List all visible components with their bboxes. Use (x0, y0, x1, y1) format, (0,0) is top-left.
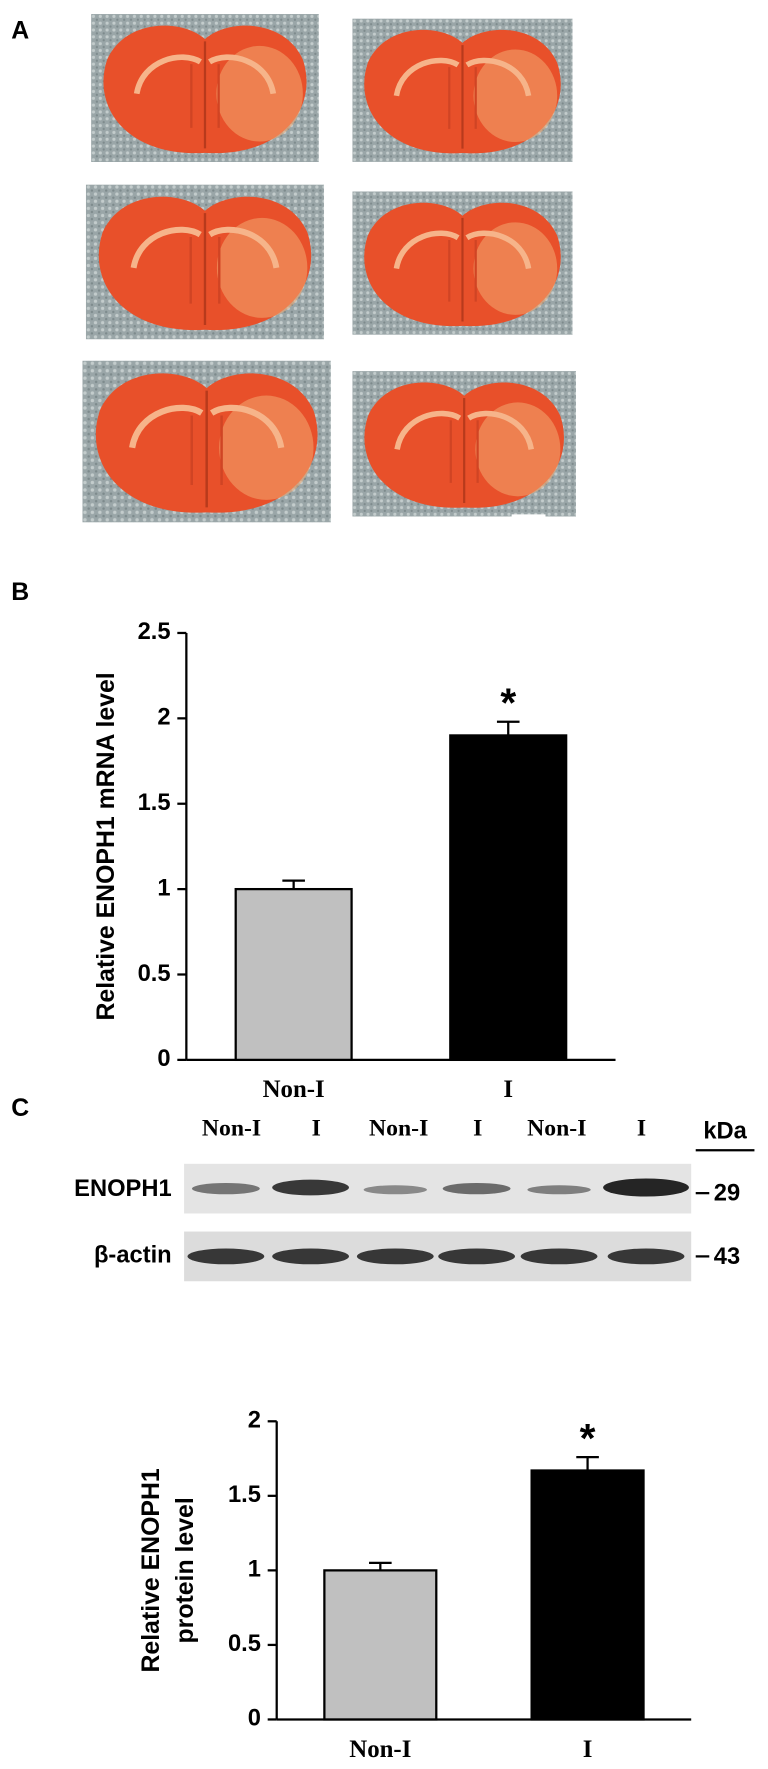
size-label: 29 (714, 1181, 740, 1207)
panel-label: B (11, 579, 29, 606)
y-tick-label: 0 (248, 1706, 261, 1732)
row-label: ENOPH1 (74, 1176, 171, 1202)
y-tick-label: 2.5 (138, 619, 171, 645)
lane-label: Non-I (527, 1115, 586, 1141)
y-tick-label: 1.5 (228, 1482, 261, 1508)
y-tick-label: 2 (157, 705, 170, 731)
y-axis-label: protein level (172, 1497, 199, 1643)
y-tick-label: 0.5 (138, 961, 171, 987)
bar (323, 1569, 438, 1721)
unit-label: kDa (703, 1118, 747, 1144)
size-label: 43 (714, 1244, 740, 1270)
y-axis-label: Relative ENOPH1 (138, 1468, 165, 1672)
western-blot: Non-I I Non-I I Non-I I kDa ENOPH1 β-act… (74, 1115, 755, 1282)
y-tick-label: 0.5 (228, 1631, 261, 1657)
y-axis-label: Relative ENOPH1 mRNA level (93, 672, 120, 1020)
panel-label: C (11, 1095, 29, 1122)
x-tick-label: I (583, 1736, 593, 1763)
lane-label: Non-I (202, 1115, 261, 1141)
y-tick-label: 1 (157, 875, 170, 901)
lane-label: I (312, 1115, 321, 1141)
x-tick-label: Non-I (349, 1736, 411, 1763)
x-tick-label: Non-I (263, 1076, 325, 1103)
brain-slices (82, 14, 576, 522)
significance-marker: * (500, 680, 516, 726)
panel-label: A (11, 18, 29, 45)
lane-label: I (637, 1115, 646, 1141)
lane-label: Non-I (369, 1115, 428, 1141)
y-tick-label: 0 (157, 1046, 170, 1072)
lane-label: I (473, 1115, 482, 1141)
bar (530, 1469, 645, 1721)
x-tick-label: I (503, 1076, 513, 1103)
bar (449, 734, 568, 1062)
y-tick-label: 1.5 (138, 790, 171, 816)
significance-marker: * (580, 1415, 596, 1461)
row-label: β-actin (94, 1243, 172, 1269)
y-tick-label: 2 (248, 1408, 261, 1434)
y-tick-label: 1 (248, 1557, 261, 1583)
bar (234, 887, 353, 1062)
